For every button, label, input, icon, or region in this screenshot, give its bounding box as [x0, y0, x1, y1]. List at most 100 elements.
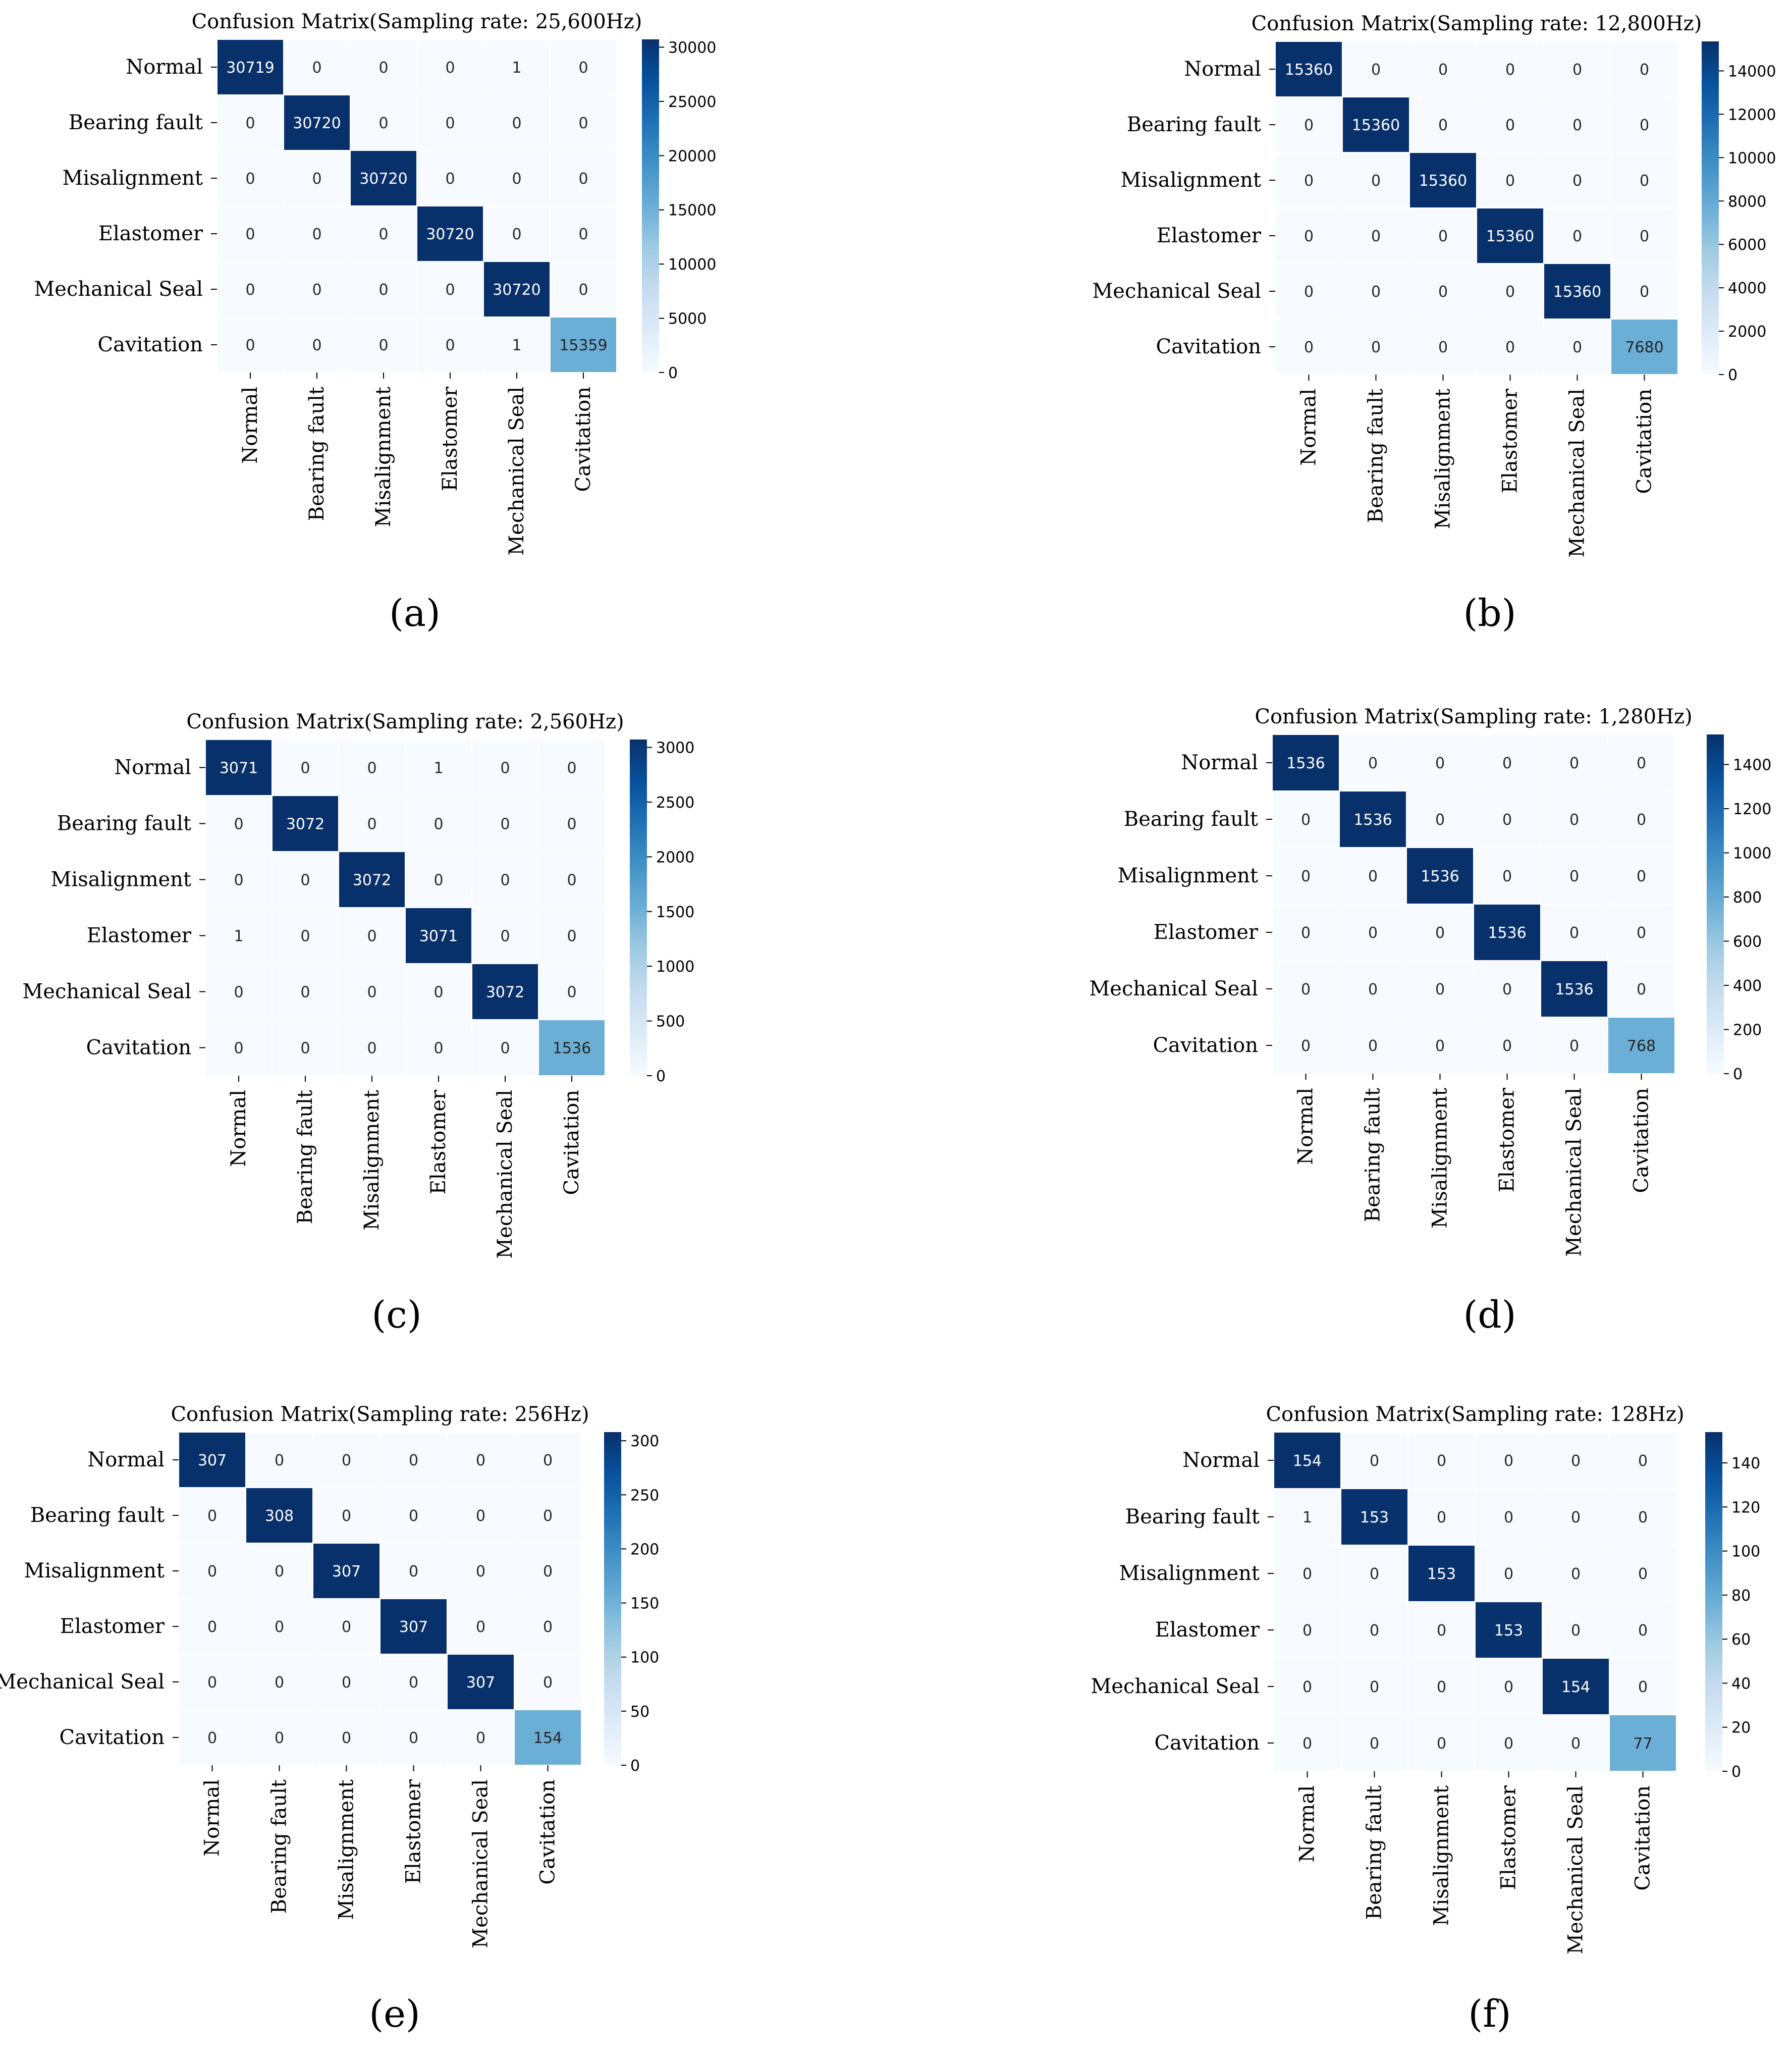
- x-tick-label: Bearing fault: [1363, 1785, 1386, 1920]
- y-tick-label: Misalignment: [24, 1559, 165, 1583]
- cell-value-label: 0: [1437, 1622, 1446, 1640]
- heatmap-cell: [1540, 790, 1608, 848]
- cell-value-label: 0: [245, 170, 255, 188]
- cell-value-label: 0: [1505, 339, 1515, 356]
- heatmap-cell: [514, 1543, 582, 1599]
- heatmap-cell: [1607, 847, 1675, 905]
- cell-value-label: 0: [1368, 755, 1378, 772]
- x-tick-label: Normal: [1296, 1785, 1319, 1863]
- cell-value-label: 0: [1304, 172, 1314, 190]
- heatmap-cell: [245, 1432, 313, 1488]
- cell-value-label: 0: [567, 928, 576, 945]
- heatmap-cell: [1409, 41, 1477, 97]
- cell-value-label: 0: [1640, 172, 1649, 190]
- colorbar-tick-label: 2000: [656, 849, 694, 866]
- heatmap-cell: [1540, 960, 1608, 1018]
- heatmap-cell: [283, 39, 351, 95]
- cell-value-label: 0: [1505, 61, 1515, 79]
- cell-value-label: 0: [500, 816, 510, 833]
- y-tick-label: Mechanical Seal: [34, 278, 203, 301]
- colorbar-tick-label: 400: [1733, 977, 1762, 995]
- cell-value-label: 0: [1304, 283, 1314, 301]
- heatmap-cell: [1540, 734, 1608, 792]
- x-tick-label: Cavitation: [1630, 1088, 1653, 1193]
- cell-value-label: 0: [445, 115, 455, 132]
- cell-value-label: 1: [433, 760, 443, 777]
- cell-value-label: 0: [1435, 755, 1445, 772]
- heatmap-cell: [312, 1598, 381, 1655]
- cell-value-label: 1: [1302, 1509, 1312, 1526]
- heatmap-cell: [1275, 263, 1343, 320]
- x-tick-label: Bearing fault: [1365, 389, 1388, 523]
- heatmap-cell: [471, 907, 539, 964]
- y-tick-label: Normal: [87, 1448, 165, 1471]
- cell-value-label: 0: [367, 928, 376, 945]
- heatmap-cell: [271, 1019, 339, 1076]
- heatmap-cell: [350, 39, 417, 95]
- heatmap-cell: [178, 1654, 246, 1710]
- x-tick-label: Elastomer: [1499, 388, 1522, 493]
- heatmap-cell: [205, 851, 273, 908]
- colorbar-tick-label: 1000: [656, 958, 694, 976]
- cell-value-label: 0: [445, 337, 455, 354]
- cell-value-label: 0: [1370, 1565, 1379, 1583]
- cell-value-label: 0: [567, 872, 576, 889]
- heatmap-cell: [1610, 41, 1678, 97]
- heatmap-cell: [379, 1543, 448, 1599]
- cell-value-label: 0: [1638, 1678, 1648, 1696]
- confusion-matrix-panel-e: Confusion Matrix(Sampling rate: 256Hz) 30…: [0, 1403, 659, 2036]
- heatmap-cell: [1473, 734, 1541, 792]
- cell-value-label: 0: [1371, 339, 1381, 356]
- heatmap-cell: [405, 795, 472, 852]
- cell-value-label: 0: [1571, 1735, 1581, 1753]
- cell-value-label: 0: [1302, 1735, 1312, 1753]
- colorbar-tick-label: 1400: [1733, 757, 1771, 774]
- cell-value-label: 0: [1370, 1622, 1379, 1640]
- cell-value-label: 0: [1371, 283, 1381, 301]
- cell-value-label: 0: [543, 1674, 553, 1692]
- colorbar-tick-label: 0: [630, 1757, 640, 1775]
- heatmap-cell: [1339, 790, 1407, 848]
- cell-value-label: 0: [1370, 1735, 1379, 1753]
- cell-value-label: 0: [1637, 868, 1646, 885]
- cell-value-label: 0: [234, 872, 243, 889]
- y-tick-label: Mechanical Seal: [1089, 977, 1258, 1000]
- cell-value-label: 0: [1437, 1452, 1446, 1470]
- x-tick-label: Mechanical Seal: [469, 1779, 493, 1948]
- cell-value-label: 0: [275, 1618, 284, 1636]
- x-tick-label: Misalignment: [372, 387, 395, 528]
- chart-title: Confusion Matrix(Sampling rate: 1,280Hz): [1255, 705, 1692, 728]
- heatmap-cell: [1542, 1714, 1610, 1772]
- heatmap-cell: [483, 205, 551, 262]
- cell-value-label: 0: [1572, 172, 1582, 190]
- heatmap-cell: [1607, 790, 1675, 848]
- cell-value-label: 0: [300, 1040, 310, 1058]
- cell-value-label: 0: [1502, 755, 1512, 772]
- panel-label: (d): [1463, 1293, 1516, 1337]
- cell-value-label: 0: [1572, 61, 1582, 79]
- x-tick-label: Misalignment: [360, 1090, 384, 1231]
- heatmap-cell: [1342, 319, 1410, 375]
- y-tick-label: Cavitation: [1156, 335, 1261, 358]
- x-tick-label: Mechanical Seal: [1564, 1785, 1588, 1955]
- cell-value-label: 0: [1637, 811, 1646, 829]
- colorbar-tick-label: 30000: [668, 39, 716, 57]
- colorbar-tick-label: 6000: [1728, 236, 1766, 254]
- cell-value-label: 0: [433, 1040, 443, 1058]
- heatmap-cell: [1609, 1601, 1677, 1659]
- cell-value-label: 0: [1504, 1565, 1513, 1583]
- cell-value-label: 0: [1638, 1509, 1648, 1526]
- y-tick-label: Misalignment: [1117, 864, 1258, 887]
- heatmap-cell: [271, 851, 339, 908]
- heatmap-cell: [514, 1654, 582, 1710]
- heatmap-cell: [550, 317, 617, 373]
- cell-value-label: 0: [312, 59, 321, 77]
- heatmap-cell: [216, 39, 284, 95]
- heatmap-cell: [471, 963, 539, 1020]
- heatmap-cell: [405, 1019, 472, 1076]
- cell-value-label: 0: [275, 1674, 284, 1692]
- colorbar-tick-label: 20000: [668, 147, 716, 165]
- heatmap-cell: [1540, 1017, 1608, 1074]
- cell-value-label: 154: [1293, 1452, 1322, 1470]
- cell-value-label: 0: [409, 1507, 418, 1525]
